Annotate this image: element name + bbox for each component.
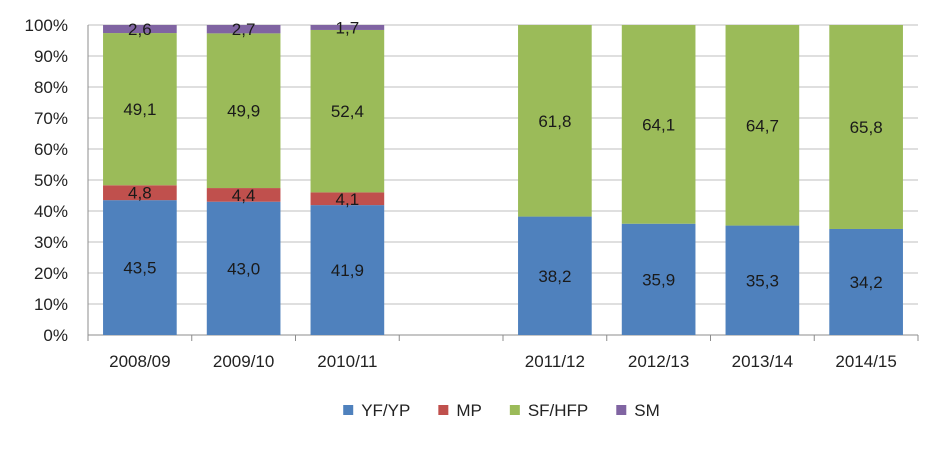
data-label: 61,8 bbox=[538, 112, 571, 131]
bar-segment-sf-hfp bbox=[103, 33, 177, 186]
x-category-label: 2014/15 bbox=[835, 352, 896, 371]
data-label: 4,1 bbox=[336, 190, 360, 209]
bar-segment-sf-hfp bbox=[829, 25, 903, 229]
bar-segment-yf-yp bbox=[829, 228, 903, 335]
data-label: 65,8 bbox=[850, 118, 883, 137]
data-label: 49,1 bbox=[123, 100, 156, 119]
bar-segment-yf-yp bbox=[310, 205, 385, 335]
x-category-label: 2012/13 bbox=[628, 352, 689, 371]
bar-segment-sm bbox=[310, 25, 385, 30]
legend-label: MP bbox=[456, 401, 482, 420]
y-tick-label: 10% bbox=[34, 295, 68, 314]
bar-segment-yf-yp bbox=[206, 201, 281, 335]
data-label: 35,9 bbox=[642, 270, 675, 289]
bar-segment-mp bbox=[103, 185, 177, 201]
bar-segment-sf-hfp bbox=[518, 25, 592, 217]
y-tick-label: 80% bbox=[34, 78, 68, 97]
data-label: 35,3 bbox=[746, 271, 779, 290]
data-label: 41,9 bbox=[331, 261, 364, 280]
x-category-label: 2013/14 bbox=[732, 352, 793, 371]
bar-segment-yf-yp bbox=[621, 223, 696, 335]
data-label: 34,2 bbox=[850, 273, 883, 292]
legend-swatch bbox=[616, 405, 627, 415]
legend: YF/YP MP SF/HFP SM bbox=[343, 401, 660, 420]
bar-segment-sf-hfp bbox=[206, 33, 281, 189]
data-label: 52,4 bbox=[331, 102, 364, 121]
legend-item: YF/YP bbox=[343, 401, 410, 420]
data-label: 64,7 bbox=[746, 116, 779, 135]
bar-segment-yf-yp bbox=[518, 216, 592, 335]
legend-label: SF/HFP bbox=[528, 401, 588, 420]
bar-segment-sm bbox=[103, 25, 177, 34]
legend-label: YF/YP bbox=[361, 401, 410, 420]
data-label: 38,2 bbox=[538, 267, 571, 286]
x-category-label: 2009/10 bbox=[213, 352, 274, 371]
data-label: 1,7 bbox=[336, 18, 360, 37]
x-category-label: 2010/11 bbox=[317, 352, 377, 371]
y-tick-label: 100% bbox=[25, 16, 68, 35]
bar-segment-sf-hfp bbox=[310, 29, 385, 193]
y-tick-label: 20% bbox=[34, 264, 68, 283]
data-label: 4,8 bbox=[128, 184, 152, 203]
bar-segment-mp bbox=[206, 188, 281, 202]
bar-segment-sf-hfp bbox=[621, 25, 696, 224]
data-label: 64,1 bbox=[642, 115, 675, 134]
legend-item: SM bbox=[616, 401, 660, 420]
y-tick-label: 0% bbox=[43, 326, 68, 345]
bar-segment-sf-hfp bbox=[725, 25, 800, 226]
y-tick-label: 50% bbox=[34, 171, 68, 190]
y-tick-label: 40% bbox=[34, 202, 68, 221]
y-tick-label: 30% bbox=[34, 233, 68, 252]
data-label: 43,0 bbox=[227, 259, 260, 278]
bar-segment-mp bbox=[310, 192, 385, 206]
x-category-label: 2008/09 bbox=[109, 352, 170, 371]
x-category-label: 2011/12 bbox=[525, 352, 585, 371]
legend-label: SM bbox=[634, 401, 660, 420]
y-tick-label: 70% bbox=[34, 109, 68, 128]
legend-item: SF/HFP bbox=[509, 401, 588, 420]
legend-swatch bbox=[509, 405, 520, 415]
bar-segment-yf-yp bbox=[103, 200, 177, 335]
bars bbox=[103, 25, 903, 335]
data-label: 43,5 bbox=[123, 259, 156, 278]
y-tick-label: 60% bbox=[34, 140, 68, 159]
data-label: 4,4 bbox=[232, 186, 256, 205]
legend-swatch bbox=[438, 405, 449, 415]
data-labels: 43,5 4,8 49,1 2,6 43,0 4,4 49,9 2,7 41,9 4,1 52,4 1… bbox=[123, 18, 882, 292]
legend-item: MP bbox=[438, 401, 482, 420]
data-label: 2,7 bbox=[232, 20, 256, 39]
data-label: 2,6 bbox=[128, 20, 152, 39]
bar-segment-sm bbox=[206, 25, 281, 34]
data-label: 49,9 bbox=[227, 102, 260, 121]
y-tick-label: 90% bbox=[34, 47, 68, 66]
bar-segment-yf-yp bbox=[725, 225, 800, 335]
legend-swatch bbox=[343, 405, 354, 415]
